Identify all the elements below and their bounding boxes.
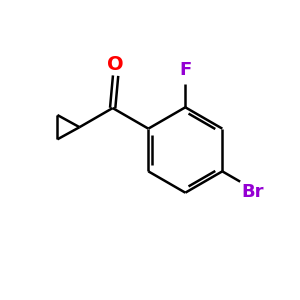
Text: Br: Br (242, 183, 264, 201)
Text: F: F (179, 61, 191, 79)
Text: O: O (107, 55, 124, 74)
